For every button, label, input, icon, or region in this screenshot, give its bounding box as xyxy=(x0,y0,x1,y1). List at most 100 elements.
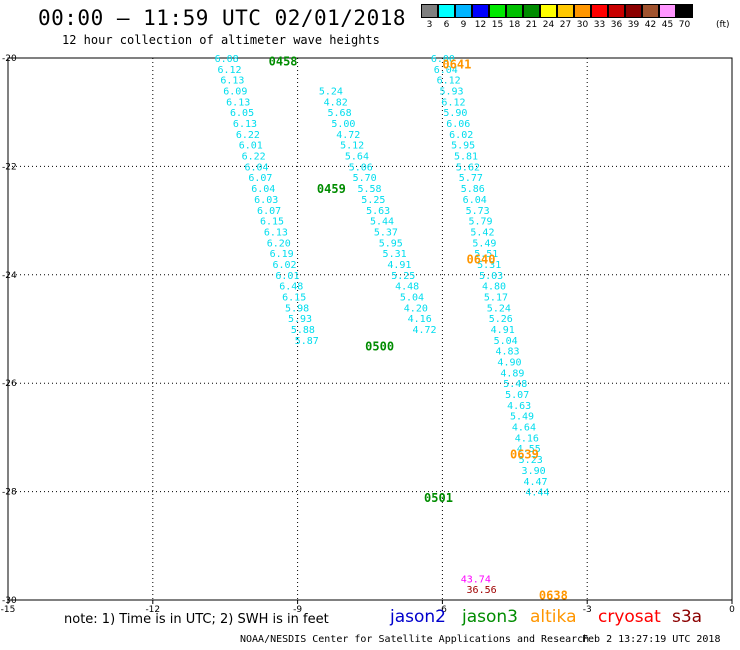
wave-height-point: 36.56 xyxy=(467,585,497,596)
scale-swatch xyxy=(607,4,625,18)
wave-height-point: 5.58 xyxy=(357,184,381,195)
wave-height-point: 4.63 xyxy=(507,401,531,412)
wave-height-point: 5.81 xyxy=(454,152,478,163)
wave-height-point: 6.06 xyxy=(446,119,470,130)
wave-height-point: 5.87 xyxy=(295,336,319,347)
scale-label: 39 xyxy=(627,20,640,30)
y-tick-label: -28 xyxy=(2,488,17,498)
scale-bin: 36 xyxy=(607,4,625,30)
wave-height-point: 6.09 xyxy=(223,87,247,98)
wave-height-point: 5.93 xyxy=(440,87,464,98)
scale-label: 15 xyxy=(491,20,504,30)
pass-time-label: 0459 xyxy=(317,182,346,196)
wave-height-point: 6.01 xyxy=(239,141,263,152)
wave-height-point: 4.80 xyxy=(482,282,506,293)
wave-height-point: 4.55 xyxy=(517,444,541,455)
x-tick-label: -12 xyxy=(145,605,160,615)
wave-height-point: 6.08 xyxy=(215,54,239,65)
scale-bin: 24 xyxy=(539,4,557,30)
wave-height-point: 5.49 xyxy=(472,238,496,249)
wave-height-point: 6.07 xyxy=(257,206,281,217)
wave-height-point: 6.13 xyxy=(226,97,250,108)
wave-height-point: 5.24 xyxy=(487,303,511,314)
wave-height-point: 4.82 xyxy=(324,97,348,108)
wave-height-point: 5.04 xyxy=(494,336,518,347)
scale-label: 3 xyxy=(426,20,433,30)
wave-height-point: 43.74 xyxy=(461,574,491,585)
wave-height-point: 5.37 xyxy=(374,227,398,238)
pass-time-label: 0638 xyxy=(539,589,568,603)
scale-bin: 42 xyxy=(641,4,659,30)
wave-height-point: 6.22 xyxy=(236,130,260,141)
scale-bin: 70 xyxy=(675,4,693,30)
scale-bin: 12 xyxy=(471,4,489,30)
scale-label: 27 xyxy=(559,20,572,30)
footer-timestamp: Feb 2 13:27:19 UTC 2018 xyxy=(582,634,721,645)
wave-height-point: 5.95 xyxy=(451,141,475,152)
wave-height-point: 6.04 xyxy=(463,195,487,206)
scale-label: 30 xyxy=(576,20,589,30)
wave-height-point: 4.16 xyxy=(408,314,432,325)
wave-height-point: 5.77 xyxy=(459,173,483,184)
scale-bin: 21 xyxy=(522,4,540,30)
scale-label: 18 xyxy=(508,20,521,30)
wave-height-point: 6.04 xyxy=(434,65,458,76)
wave-height-point: 5.06 xyxy=(349,162,373,173)
wave-height-point: 5.49 xyxy=(510,412,534,423)
wave-height-point: 5.51 xyxy=(474,249,498,260)
y-tick-label: -26 xyxy=(2,379,17,389)
wave-height-point: 6.15 xyxy=(260,217,284,228)
legend-cryosat: cryosat xyxy=(598,607,661,627)
y-tick-label: -30 xyxy=(2,596,17,606)
scale-swatch xyxy=(454,4,472,18)
y-tick-label: -24 xyxy=(2,271,17,281)
wave-height-point: 5.79 xyxy=(468,217,492,228)
scale-bin: 15 xyxy=(488,4,506,30)
wave-height-point: 6.12 xyxy=(437,76,461,87)
scale-label: 42 xyxy=(644,20,657,30)
chart-subtitle: 12 hour collection of altimeter wave hei… xyxy=(62,33,380,47)
scale-swatch xyxy=(471,4,489,18)
wave-height-point: 4.64 xyxy=(512,423,536,434)
wave-height-point: 6.22 xyxy=(242,152,266,163)
wave-height-point: 6.04 xyxy=(251,184,275,195)
wave-height-point: 4.72 xyxy=(412,325,436,336)
wave-height-point: 6.00 xyxy=(431,54,455,65)
scale-label: 70 xyxy=(678,20,691,30)
scale-label: 36 xyxy=(610,20,623,30)
wave-height-point: 5.70 xyxy=(353,173,377,184)
wave-height-point: 6.07 xyxy=(248,173,272,184)
scale-swatch xyxy=(437,4,455,18)
wave-height-point: 4.89 xyxy=(500,368,524,379)
wave-height-point: 4.16 xyxy=(515,433,539,444)
scale-bin: 30 xyxy=(573,4,591,30)
wave-height-point: 6.48 xyxy=(279,282,303,293)
scale-label: 12 xyxy=(474,20,487,30)
wave-height-point: 4.44 xyxy=(525,488,549,499)
wave-height-point: 4.72 xyxy=(336,130,360,141)
wave-height-point: 5.73 xyxy=(466,206,490,217)
wave-height-point: 5.48 xyxy=(503,379,527,390)
wave-height-point: 5.93 xyxy=(288,314,312,325)
wave-height-point: 5.23 xyxy=(519,455,543,466)
wave-height-point: 5.86 xyxy=(461,184,485,195)
wave-height-point: 5.95 xyxy=(379,238,403,249)
pass-time-label: 0641 xyxy=(442,57,471,71)
scale-swatch xyxy=(488,4,506,18)
y-tick-label: -22 xyxy=(2,162,17,172)
y-tick-label: -20 xyxy=(2,54,17,64)
wave-height-point: 6.05 xyxy=(230,108,254,119)
scale-swatch xyxy=(556,4,574,18)
scale-label: 24 xyxy=(542,20,555,30)
wave-height-point: 5.24 xyxy=(319,87,343,98)
scale-swatch xyxy=(624,4,642,18)
scale-label: 33 xyxy=(593,20,606,30)
wave-height-point: 6.02 xyxy=(273,260,297,271)
scale-label: 9 xyxy=(460,20,467,30)
pass-time-label: 0500 xyxy=(365,339,394,353)
scale-bin: 33 xyxy=(590,4,608,30)
wave-height-point: 6.13 xyxy=(264,227,288,238)
wave-height-point: 5.25 xyxy=(391,271,415,282)
legend-s3a: s3a xyxy=(672,607,703,627)
wave-height-point: 6.12 xyxy=(441,97,465,108)
